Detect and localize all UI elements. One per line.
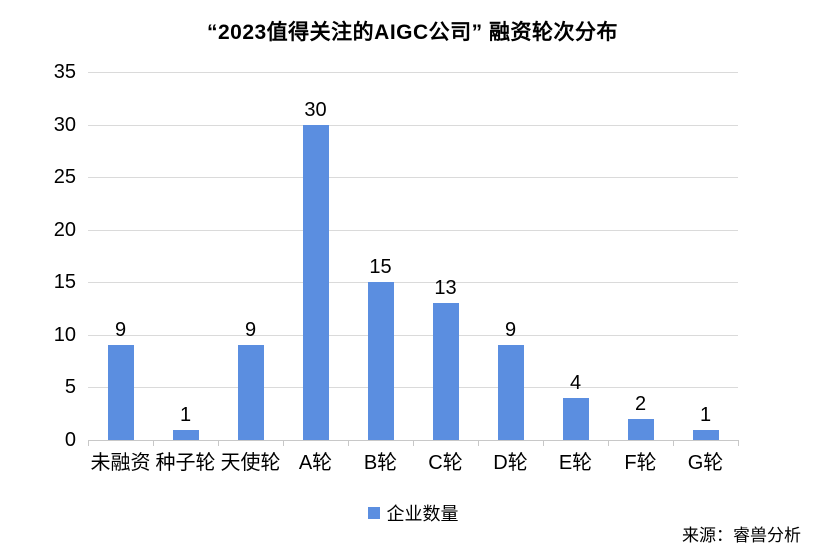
x-tick	[88, 440, 89, 446]
gridline	[88, 177, 738, 179]
x-tick	[543, 440, 544, 446]
y-tick-label: 15	[53, 271, 76, 294]
plot-area: 9 1 9 30 15 13 9 4 2 1	[88, 72, 739, 446]
gridline	[88, 72, 738, 73]
x-axis: 未融资 种子轮 天使轮 A轮 B轮 C轮 D轮 E轮 F轮 G轮	[88, 450, 738, 478]
gridline	[88, 387, 738, 389]
y-axis: 0 5 10 15 20 25 30 35	[0, 0, 76, 470]
chart-title: “2023值得关注的AIGC公司” 融资轮次分布	[206, 21, 619, 44]
y-tick-label: 20	[53, 218, 76, 241]
bar-value-label: 30	[304, 98, 327, 121]
bar-value-label: 15	[369, 256, 392, 279]
y-tick-label: 10	[53, 323, 76, 346]
bar-value-label: 13	[434, 277, 457, 300]
bar	[432, 303, 459, 440]
x-tick	[608, 440, 609, 446]
x-tick	[218, 440, 219, 446]
x-tick-label: F轮	[624, 452, 657, 474]
legend: 企业数量	[88, 500, 738, 526]
x-tick	[348, 440, 349, 446]
bar-value-label: 1	[699, 403, 712, 426]
bar	[497, 345, 524, 440]
x-tick-label: 种子轮	[155, 452, 216, 474]
gridline	[88, 334, 738, 336]
y-tick-label: 30	[53, 113, 76, 136]
bar-value-label: 9	[114, 319, 127, 342]
bar	[172, 429, 199, 440]
bar-value-label: 4	[569, 371, 582, 394]
bar	[692, 429, 719, 440]
x-tick-label: 未融资	[90, 452, 151, 474]
bar-value-label: 9	[504, 319, 517, 342]
x-tick	[153, 440, 154, 446]
gridline	[88, 229, 738, 231]
x-tick-label: B轮	[363, 452, 398, 474]
bar	[107, 345, 134, 440]
gridline	[88, 282, 738, 284]
bar	[237, 345, 264, 440]
gridline	[88, 124, 738, 126]
legend-label: 企业数量	[386, 504, 459, 524]
x-tick	[673, 440, 674, 446]
x-tick-label: E轮	[558, 452, 593, 474]
bar-value-label: 2	[634, 392, 647, 415]
bar	[367, 282, 394, 440]
y-tick-label: 25	[53, 166, 76, 189]
bar-value-label: 9	[244, 319, 257, 342]
x-tick	[738, 440, 739, 446]
y-tick-label: 35	[53, 61, 76, 83]
y-tick-label: 0	[64, 429, 76, 451]
bar	[562, 397, 589, 440]
x-tick	[283, 440, 284, 446]
bar-value-label: 1	[179, 403, 192, 426]
x-tick-label: G轮	[687, 452, 724, 474]
x-tick-label: D轮	[493, 452, 528, 474]
x-tick-label: C轮	[428, 452, 463, 474]
source-note: 来源：睿兽分析	[682, 526, 801, 545]
legend-swatch	[367, 507, 380, 519]
y-tick-label: 5	[64, 376, 76, 399]
x-tick-label: A轮	[298, 452, 333, 474]
bar	[627, 418, 654, 440]
x-tick	[478, 440, 479, 446]
x-tick	[413, 440, 414, 446]
bar	[302, 124, 329, 440]
x-tick-label: 天使轮	[220, 452, 281, 474]
